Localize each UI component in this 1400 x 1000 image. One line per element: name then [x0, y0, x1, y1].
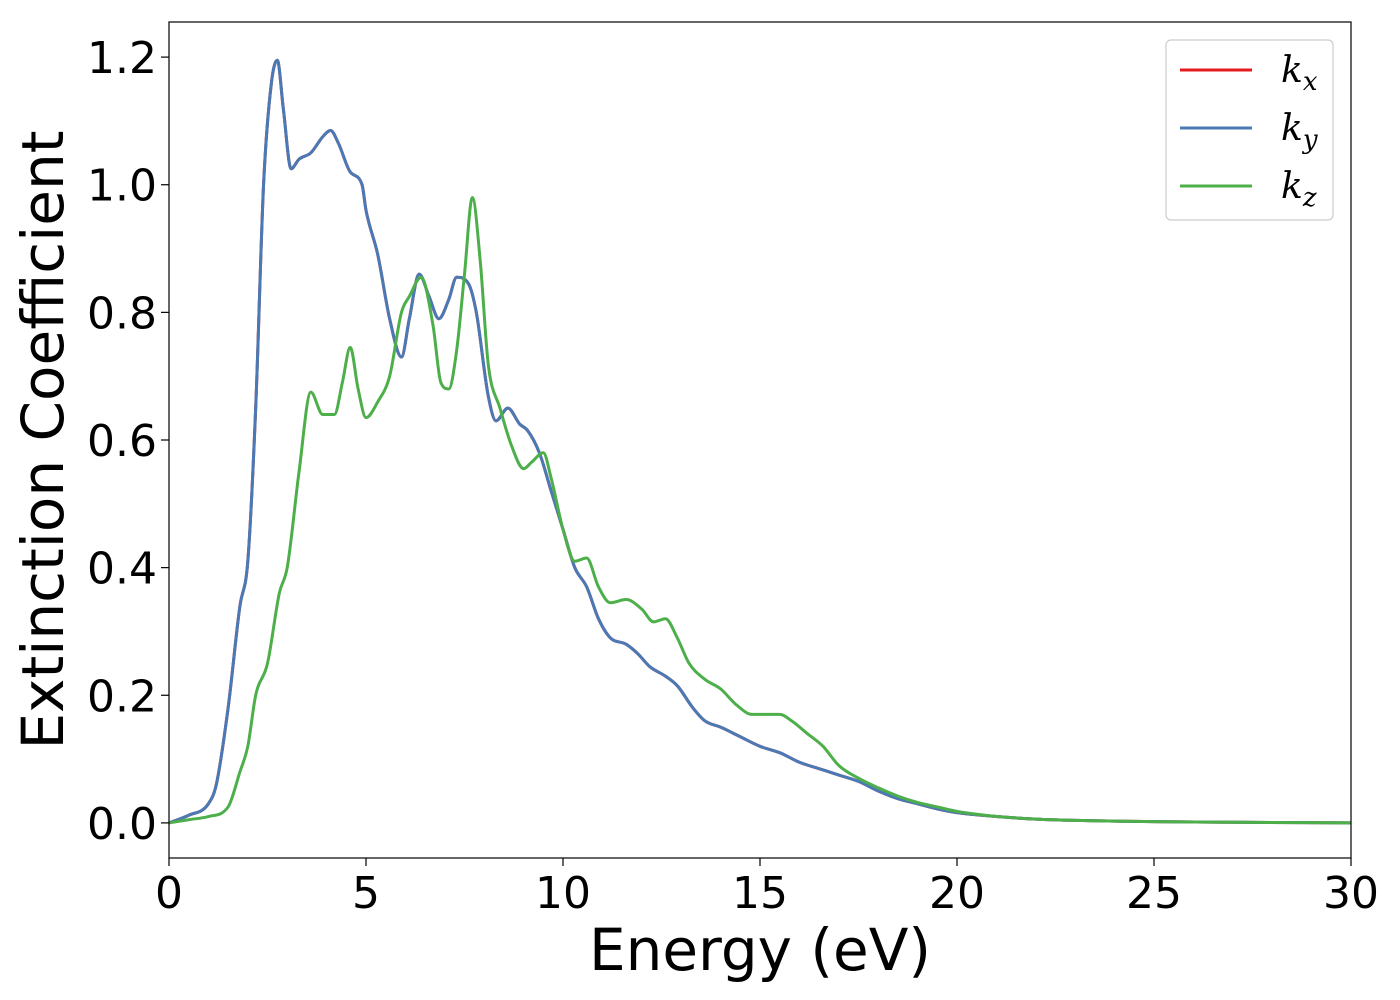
y-tick-label: 1.0 — [87, 161, 157, 212]
y-tick-label: 0.6 — [87, 416, 157, 467]
y-tick-label: 0.4 — [87, 544, 157, 595]
series-layer — [169, 58, 1351, 825]
series-line-z — [169, 196, 1351, 825]
y-axis: 0.0 0.2 0.4 0.6 0.8 1.0 1.2 — [87, 33, 169, 850]
x-tick-label: 15 — [732, 868, 788, 919]
y-tick-label: 1.2 — [87, 33, 157, 84]
x-tick-label: 25 — [1126, 868, 1182, 919]
x-tick-label: 0 — [155, 868, 183, 919]
y-tick-label: 0.0 — [87, 799, 157, 850]
x-tick-label: 30 — [1323, 868, 1379, 919]
y-tick-label: 0.2 — [87, 671, 157, 722]
x-axis-title: Energy (eV) — [589, 916, 931, 984]
x-axis: 0 5 10 15 20 25 30 — [155, 858, 1379, 919]
series-line-y — [169, 58, 1351, 825]
y-axis-title: Extinction Coefficient — [9, 131, 77, 750]
x-tick-label: 10 — [535, 868, 591, 919]
legend-box — [1165, 39, 1334, 221]
x-tick-label: 5 — [352, 868, 380, 919]
x-tick-label: 20 — [929, 868, 985, 919]
y-tick-label: 0.8 — [87, 288, 157, 339]
